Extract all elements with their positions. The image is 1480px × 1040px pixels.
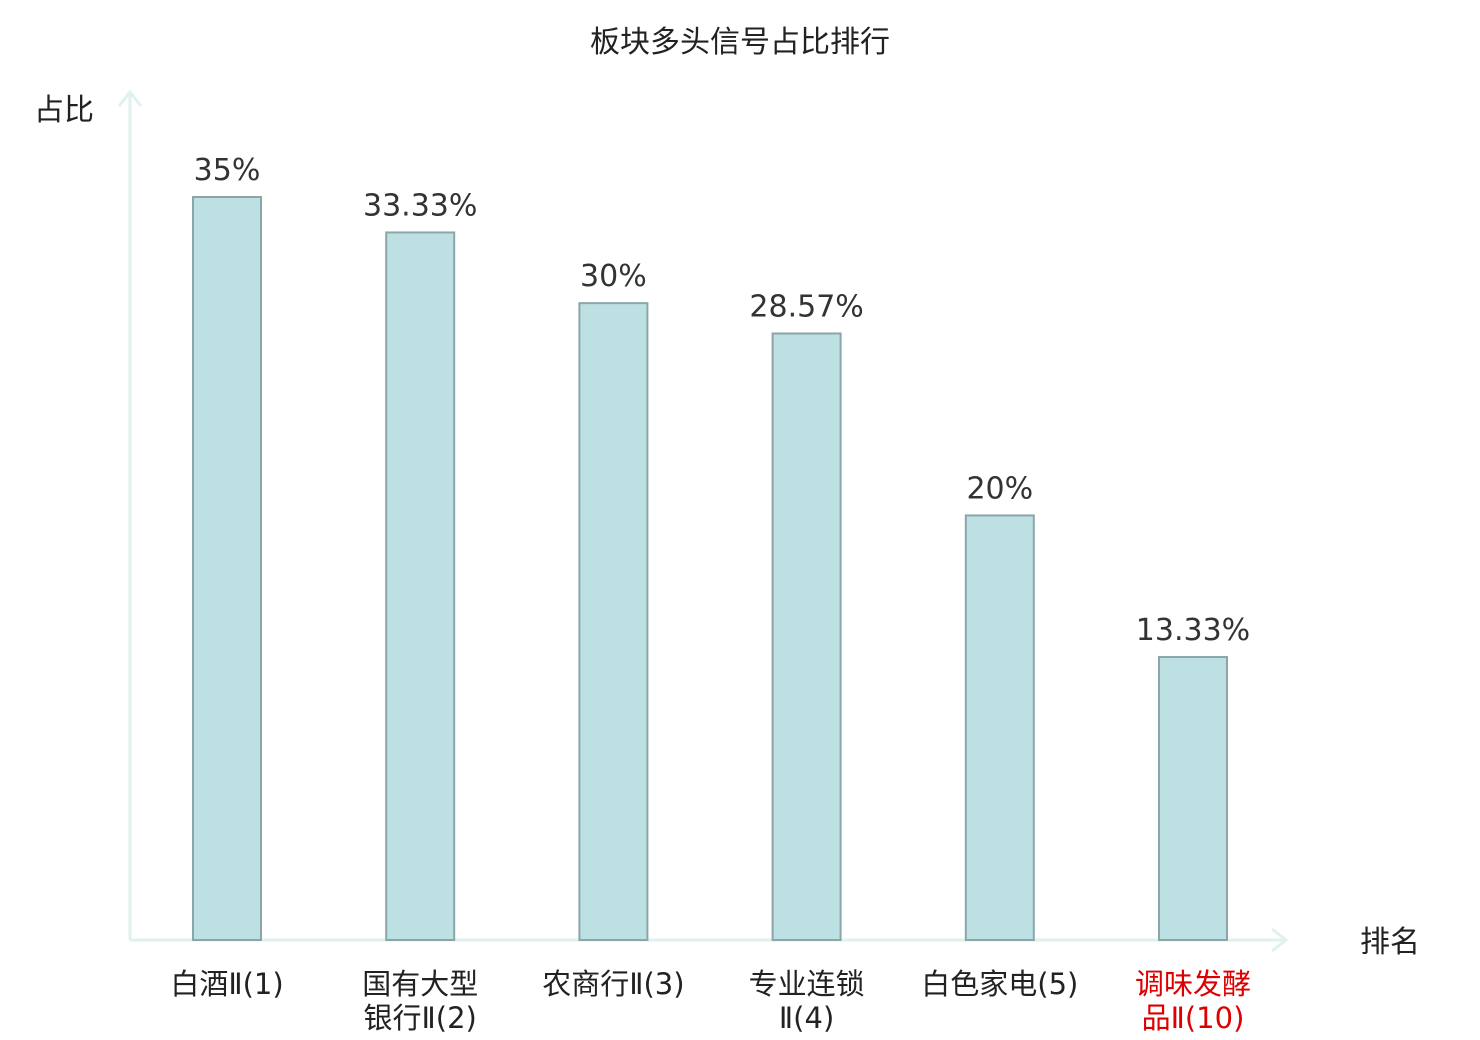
value-label-6: 13.33% — [1136, 613, 1250, 648]
category-label-3-line-1: 农商行Ⅱ(3) — [542, 967, 684, 1001]
bars — [192, 196, 1228, 942]
category-label-4-line-1: 专业连锁 — [749, 967, 865, 1001]
y-axis-label: 占比 — [34, 93, 94, 128]
bar-1 — [192, 196, 262, 941]
category-label-2-line-1: 国有大型 — [362, 967, 478, 1001]
value-labels: 35% 33.33% 30% 28.57% 20% 13.33% — [194, 153, 1251, 648]
value-label-5: 20% — [966, 471, 1033, 506]
bar-3 — [578, 302, 649, 941]
category-label-4-line-2: Ⅱ(4) — [779, 1001, 834, 1035]
category-label-1-line-1: 白酒Ⅱ(1) — [170, 967, 283, 1001]
x-axis-label: 排名 — [1360, 925, 1420, 960]
bar-4 — [771, 332, 842, 942]
x-axis-arrow-icon — [1271, 927, 1289, 953]
value-label-4: 28.57% — [749, 289, 863, 324]
bar-2 — [385, 231, 456, 941]
value-label-2: 33.33% — [363, 188, 477, 223]
value-label-3: 30% — [580, 259, 647, 294]
value-label-1: 35% — [194, 153, 261, 188]
category-label-5-line-1: 白色家电(5) — [921, 967, 1078, 1001]
category-label-2-line-2: 银行Ⅱ(2) — [364, 1001, 477, 1035]
y-axis — [117, 89, 143, 940]
bar-5 — [964, 514, 1035, 942]
y-axis-arrow-icon — [117, 89, 143, 107]
bar-6 — [1158, 656, 1228, 941]
category-label-6-line-1: 调味发酵 — [1135, 967, 1251, 1001]
chart-title: 板块多头信号占比排行 — [590, 25, 890, 60]
x-axis — [130, 927, 1289, 953]
category-label-6-line-2: 品Ⅱ(10) — [1142, 1001, 1245, 1035]
